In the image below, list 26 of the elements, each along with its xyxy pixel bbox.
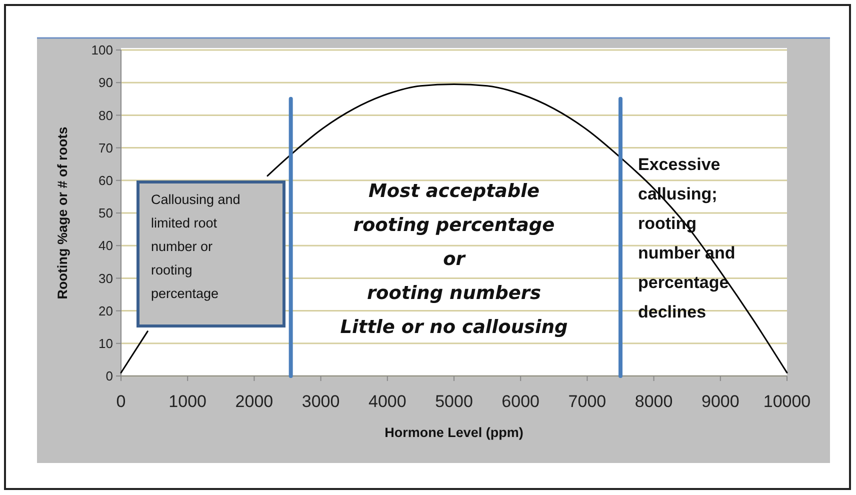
y-tick-label: 60 xyxy=(98,172,113,188)
y-axis-title: Rooting %age or # of roots xyxy=(55,126,70,300)
x-tick-label: 10000 xyxy=(763,392,811,411)
x-tick-label: 4000 xyxy=(368,392,406,411)
x-tick-label: 5000 xyxy=(435,392,473,411)
x-tick-label: 6000 xyxy=(502,392,540,411)
x-tick-label: 7000 xyxy=(568,392,606,411)
y-tick-label: 40 xyxy=(98,238,113,254)
y-tick-label: 50 xyxy=(98,206,113,221)
y-tick-label: 10 xyxy=(98,336,113,351)
x-tick-label: 9000 xyxy=(701,392,740,411)
y-tick-label: 20 xyxy=(98,303,113,318)
annotation: Most acceptable rooting percentage or rooting numbers Little or no callousing xyxy=(340,181,568,338)
x-tick-label: 8000 xyxy=(634,392,673,411)
x-tick-label: 3000 xyxy=(302,392,340,411)
y-tick-label: 100 xyxy=(91,42,113,58)
y-tick-label: 30 xyxy=(98,270,113,286)
x-tick-label: 0 xyxy=(116,392,126,411)
x-tick-label: 2000 xyxy=(235,392,274,411)
y-tick-label: 90 xyxy=(98,75,113,90)
y-tick-label: 80 xyxy=(98,108,113,123)
x-axis-title: Hormone Level (ppm) xyxy=(384,425,524,440)
annotation: Callousing and limited root number or rooting percentage xyxy=(151,192,240,301)
x-tick-label: 1000 xyxy=(168,392,207,411)
y-tick-label: 70 xyxy=(98,140,113,156)
y-tick-label: 0 xyxy=(106,368,113,384)
